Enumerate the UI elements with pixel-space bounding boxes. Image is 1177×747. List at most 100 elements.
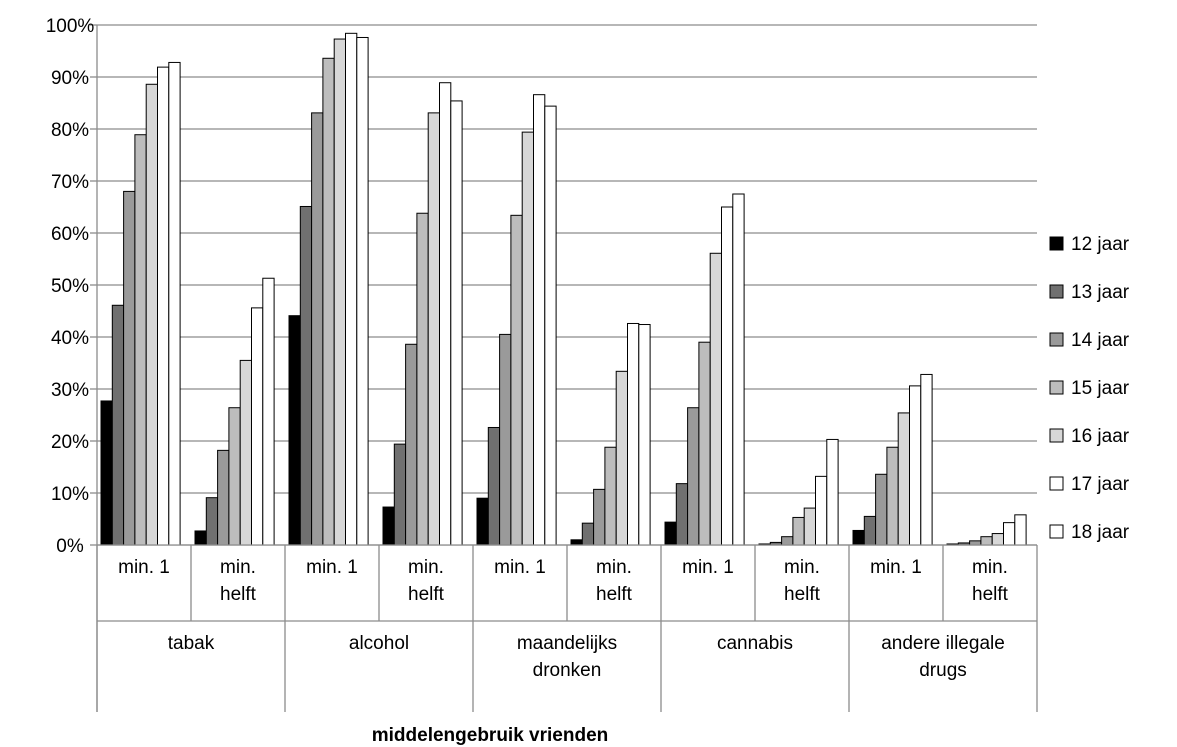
bar-16-jaar-5 [615,370,629,546]
bar-12-jaar-5 [570,539,583,546]
bars [100,32,1027,546]
bar-15-jaar-0 [134,134,147,546]
bar-13-jaar-8 [863,515,877,546]
legend-label: 15 jaar [1071,378,1130,399]
bar-18-jaar-3 [450,100,463,546]
bar-12-jaar-8 [852,529,865,546]
bar-12-jaar-1 [194,530,207,546]
bar-13-jaar-3 [393,443,407,546]
x-subcategory-label: min. [784,557,820,578]
bar-14-jaar-3 [405,343,418,546]
legend-swatch [1049,284,1064,299]
bar-14-jaar-0 [123,190,136,546]
bar-17-jaar-4 [533,94,546,546]
legend-swatch [1049,380,1064,395]
bar-16-jaar-3 [427,112,441,546]
bar-14-jaar-1 [217,449,230,546]
bar-17-jaar-9 [1003,522,1016,546]
bar-15-jaar-7 [792,516,805,546]
bar-15-jaar-5 [604,446,617,546]
bar-17-jaar-3 [439,82,452,546]
y-tick-label: 10% [51,484,89,505]
bar-13-jaar-5 [581,522,595,546]
bar-18-jaar-7 [826,438,839,546]
x-group-label: maandelijks [517,633,617,654]
bar-12-jaar-4 [476,497,489,546]
y-tick-label: 20% [51,432,89,453]
y-tick-label: 100% [46,16,95,37]
bar-16-jaar-9 [991,533,1005,546]
x-subcategory-label: helft [220,584,257,605]
bar-16-jaar-0 [145,83,158,546]
bar-14-jaar-6 [687,407,700,546]
legend-label: 12 jaar [1071,234,1130,255]
y-axis-ticks: 0% 10% 20% 30% 40% 50% 60% 70% 80% 90% 100% [46,16,97,557]
bar-16-jaar-6 [709,252,723,546]
bar-15-jaar-8 [886,446,899,546]
x-subcategory-label: min. 1 [682,557,734,578]
x-subcategory-label: helft [596,584,633,605]
bar-15-jaar-9 [980,536,993,546]
x-group-label: tabak [168,633,215,654]
x-subcategory-label: helft [408,584,445,605]
bar-12-jaar-2 [288,315,301,546]
y-tick-label: 60% [51,224,89,245]
x-group-label: alcohol [349,633,409,654]
y-tick-label: 80% [51,120,89,141]
x-subcategory-label: min. [972,557,1008,578]
x-subcategory-label: helft [972,584,1009,605]
legend-swatch [1049,332,1064,347]
bar-18-jaar-1 [262,277,275,546]
bar-17-jaar-2 [345,32,358,546]
legend-swatch [1049,236,1064,251]
bar-12-jaar-6 [664,521,677,546]
bar-18-jaar-2 [356,36,369,546]
legend-label: 13 jaar [1071,282,1130,303]
x-subcategory-label: min. 1 [870,557,922,578]
legend-label: 16 jaar [1071,426,1130,447]
x-subcategory-label: min. 1 [118,557,170,578]
bar-15-jaar-6 [698,341,711,546]
bar-15-jaar-4 [510,214,523,546]
bar-13-jaar-0 [111,304,125,546]
x-subcategory-label: min. 1 [306,557,358,578]
bar-14-jaar-7 [781,536,794,546]
bar-18-jaar-6 [732,193,745,546]
x-subcategory-label: min. [596,557,632,578]
bar-16-jaar-4 [521,131,535,546]
bar-18-jaar-9 [1014,514,1027,546]
bar-13-jaar-1 [205,497,219,546]
bar-14-jaar-8 [875,473,888,546]
bar-13-jaar-2 [299,205,313,546]
legend-swatch [1049,476,1064,491]
bar-14-jaar-5 [593,488,606,546]
bar-17-jaar-7 [815,475,828,546]
bar-17-jaar-6 [721,206,734,546]
bar-18-jaar-4 [544,105,557,546]
legend-swatch [1049,524,1064,539]
y-tick-label: 40% [51,328,89,349]
bar-15-jaar-3 [416,212,429,546]
bar-16-jaar-7 [803,507,817,546]
legend-label: 18 jaar [1071,522,1130,543]
x-subcategory-label: min. [408,557,444,578]
x-subcategory-label: min. 1 [494,557,546,578]
bar-18-jaar-8 [920,373,933,546]
bar-16-jaar-1 [239,359,252,546]
legend: 12 jaar 13 jaar 14 jaar 15 jaar 16 jaar 17 ja… [1049,234,1130,543]
bar-15-jaar-2 [322,57,335,546]
bar-12-jaar-0 [100,400,113,546]
x-subcategory-label: min. [220,557,256,578]
bar-13-jaar-6 [675,483,689,546]
x-group-label: cannabis [717,633,793,654]
x-axis-title: middelengebruik vrienden [372,725,609,746]
bar-14-jaar-4 [499,333,512,546]
legend-label: 14 jaar [1071,330,1130,351]
y-tick-label: 0% [56,536,84,557]
bar-14-jaar-2 [311,112,324,546]
bar-15-jaar-1 [228,407,241,546]
x-subcategory-label: helft [784,584,821,605]
x-axis-categories: min. 1 min. helft min. 1 min. helft min. 1 min.… [96,545,1038,712]
y-tick-label: 70% [51,172,89,193]
x-group-label: drugs [919,660,967,681]
